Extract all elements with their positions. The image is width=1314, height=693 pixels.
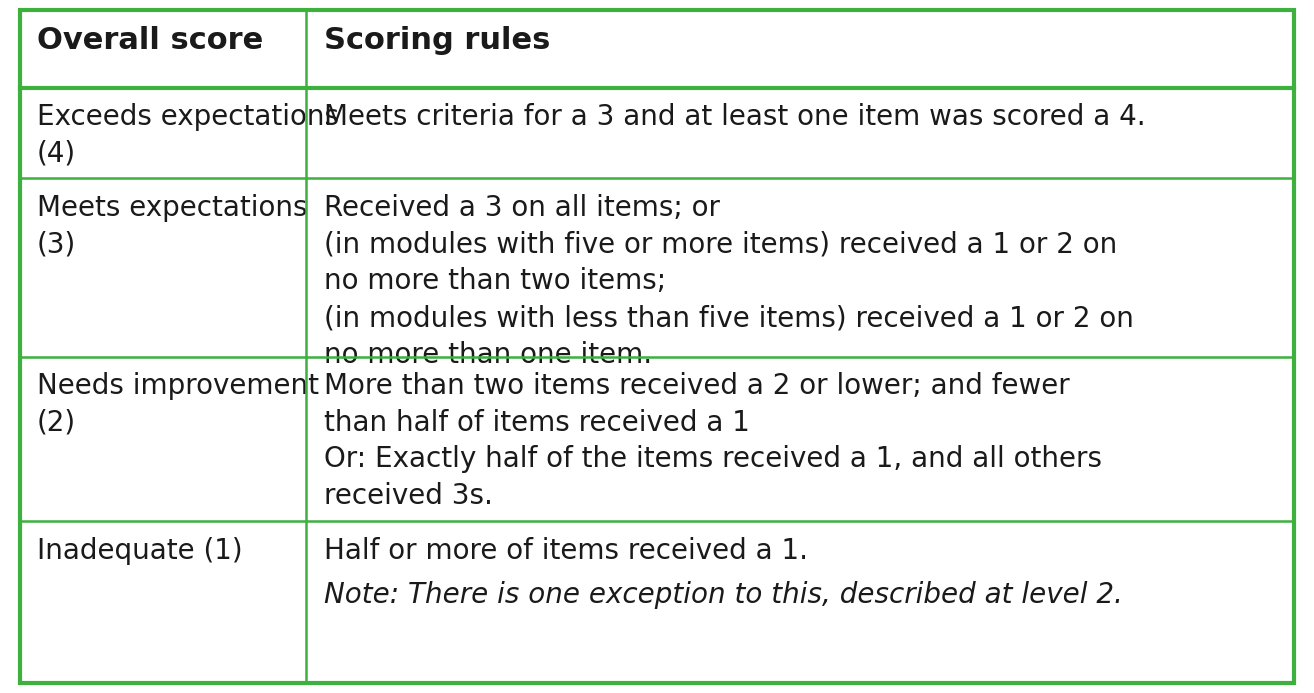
Text: Received a 3 on all items; or
(in modules with five or more items) received a 1 : Received a 3 on all items; or (in module…	[323, 194, 1134, 369]
Text: Exceeds expectations
(4): Exceeds expectations (4)	[37, 103, 339, 168]
Text: Meets expectations
(3): Meets expectations (3)	[37, 194, 307, 258]
Text: Note: There is one exception to this, described at level 2.: Note: There is one exception to this, de…	[323, 581, 1122, 609]
Text: Inadequate (1): Inadequate (1)	[37, 536, 242, 565]
Text: Half or more of items received a 1.: Half or more of items received a 1.	[323, 536, 808, 565]
Text: More than two items received a 2 or lower; and fewer
than half of items received: More than two items received a 2 or lowe…	[323, 372, 1101, 510]
Text: Meets criteria for a 3 and at least one item was scored a 4.: Meets criteria for a 3 and at least one …	[323, 103, 1146, 131]
Text: Needs improvement
(2): Needs improvement (2)	[37, 372, 319, 437]
Text: Scoring rules: Scoring rules	[323, 26, 551, 55]
Text: Overall score: Overall score	[37, 26, 263, 55]
